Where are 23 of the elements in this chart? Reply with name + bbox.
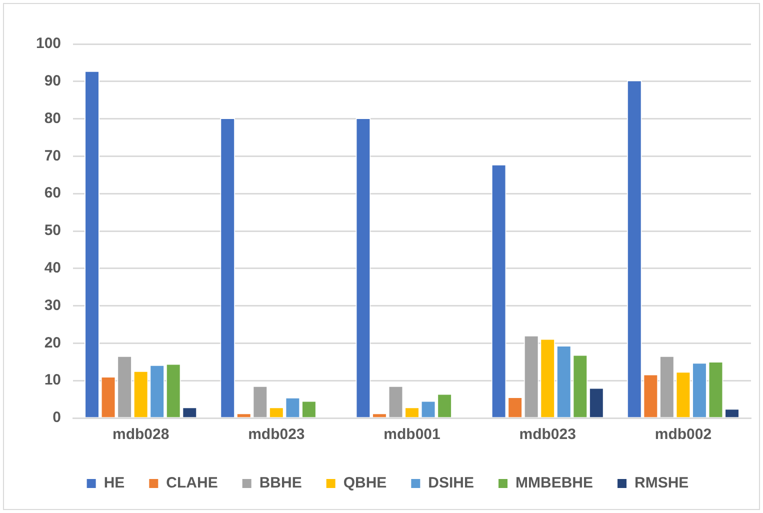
y-tick-label: 70 — [44, 147, 62, 164]
legend-label: HE — [104, 474, 125, 492]
legend-label: MMBEBHE — [516, 474, 594, 492]
y-tick-label: 0 — [52, 409, 62, 426]
x-tick-label: mdb023 — [519, 426, 576, 444]
y-tick-label: 100 — [36, 35, 62, 52]
x-tick-label: mdb001 — [384, 426, 440, 444]
x-tick-label: mdb002 — [654, 426, 712, 444]
y-tick-label: 10 — [44, 372, 62, 389]
y-tick-label: 20 — [44, 334, 62, 352]
y-tick-label: 90 — [44, 72, 62, 90]
x-tick-label: mdb023 — [248, 426, 305, 444]
legend-label: QBHE — [343, 474, 387, 492]
y-tick-label: 80 — [44, 110, 62, 127]
legend-label: DSIHE — [428, 474, 474, 492]
legend-label: BBHE — [259, 474, 302, 492]
legend-label: CLAHE — [166, 474, 218, 492]
y-tick-label: 30 — [44, 296, 62, 314]
y-tick-label: 50 — [44, 222, 62, 240]
x-tick-label: mdb028 — [112, 426, 170, 444]
y-tick-label: 60 — [44, 184, 62, 202]
y-tick-label: 40 — [44, 260, 62, 277]
legend-label: RMSHE — [634, 474, 689, 492]
